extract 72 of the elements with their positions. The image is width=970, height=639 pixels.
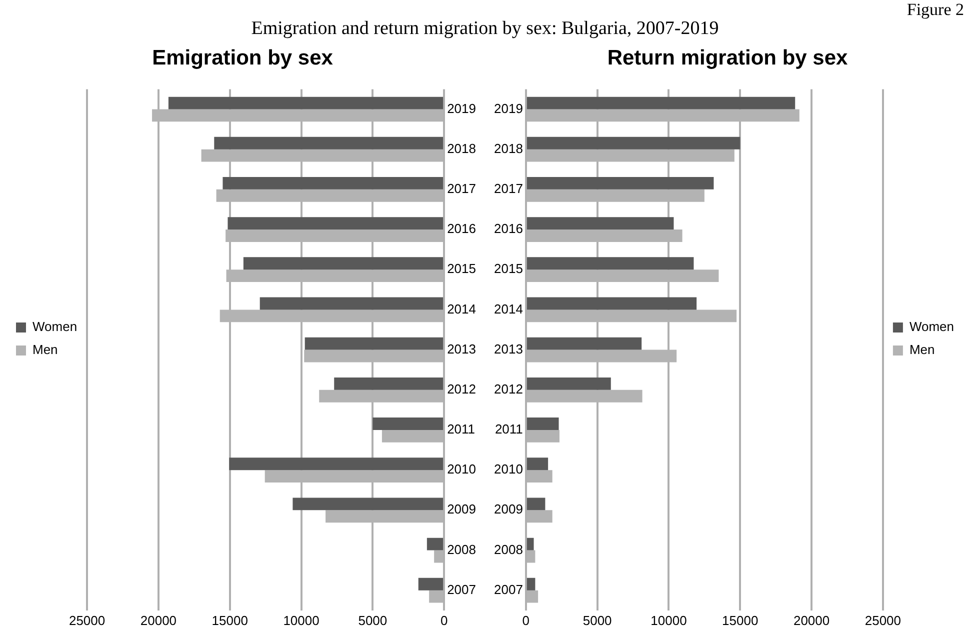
x-tick-label: 20000 [140, 612, 177, 628]
bar [168, 96, 444, 110]
y-tick-label: 2017 [494, 181, 523, 196]
x-tick-label: 10000 [650, 612, 687, 628]
bar [526, 498, 546, 510]
bar [526, 578, 536, 590]
bar [526, 377, 611, 390]
y-tick-label: 2017 [447, 181, 476, 196]
y-tick-label: 2018 [447, 140, 476, 156]
legend-label: Women [32, 319, 78, 334]
bar [214, 136, 444, 150]
bar [372, 418, 444, 430]
bar [526, 257, 694, 270]
y-tick-label: 2011 [447, 422, 476, 437]
y-tick-label: 2011 [494, 422, 523, 437]
legend-label: Men [32, 342, 58, 358]
y-tick-label: 2013 [494, 341, 523, 356]
y-tick-label: 2010 [447, 462, 476, 477]
chart-title: Emigration by sex [152, 46, 334, 70]
y-tick-label: 2012 [447, 381, 476, 396]
y-tick-label: 2016 [447, 221, 476, 236]
x-tick-label: 0 [440, 612, 448, 628]
bar [526, 538, 534, 550]
x-tick-label: 20000 [793, 612, 830, 628]
y-tick-label: 2015 [494, 261, 523, 276]
y-tick-label: 2016 [494, 221, 523, 236]
bar [260, 297, 444, 310]
x-tick-label: 25000 [864, 612, 902, 628]
y-tick-label: 2014 [447, 301, 476, 316]
bar [526, 96, 796, 110]
y-tick-label: 2019 [447, 100, 476, 116]
y-tick-label: 2008 [494, 542, 523, 557]
y-tick-label: 2018 [494, 140, 523, 156]
bar [292, 498, 444, 510]
y-tick-label: 2010 [494, 462, 523, 477]
text: Emigration and return migration by sex: Bulgaria, 2007-2019 [250, 18, 720, 40]
y-tick-label: 2012 [494, 381, 523, 396]
bar [304, 337, 444, 350]
chart-title: Return migration by sex [607, 46, 848, 70]
bar [426, 538, 444, 550]
bar [526, 337, 642, 350]
legend-label: Men [909, 342, 935, 358]
bar [526, 177, 714, 190]
bar [526, 136, 740, 150]
x-tick-label: 10000 [283, 612, 320, 628]
bar [222, 177, 444, 190]
bar [228, 217, 444, 230]
bar [526, 217, 674, 230]
x-tick-label: 5000 [582, 612, 612, 628]
bar [526, 418, 559, 430]
x-tick-label: 15000 [722, 612, 758, 628]
x-tick-label: 0 [522, 612, 530, 628]
y-tick-label: 2013 [447, 341, 476, 356]
y-tick-label: 2008 [447, 542, 476, 557]
bar [526, 297, 697, 310]
bar [334, 377, 444, 390]
y-tick-label: 2019 [494, 100, 523, 116]
x-tick-label: 5000 [358, 612, 388, 628]
y-tick-label: 2009 [494, 502, 523, 517]
bar [229, 458, 444, 470]
bar [526, 458, 548, 470]
bar [418, 578, 444, 590]
caption: Figure 2 [906, 0, 964, 20]
x-tick-label: 15000 [212, 612, 248, 628]
y-tick-label: 2007 [494, 582, 523, 597]
y-tick-label: 2009 [447, 502, 476, 517]
legend-label: Women [909, 319, 954, 334]
x-tick-label: 25000 [68, 612, 106, 628]
bar [243, 257, 444, 270]
y-tick-label: 2014 [494, 301, 523, 316]
y-tick-label: 2015 [447, 261, 476, 276]
y-tick-label: 2007 [447, 582, 476, 597]
